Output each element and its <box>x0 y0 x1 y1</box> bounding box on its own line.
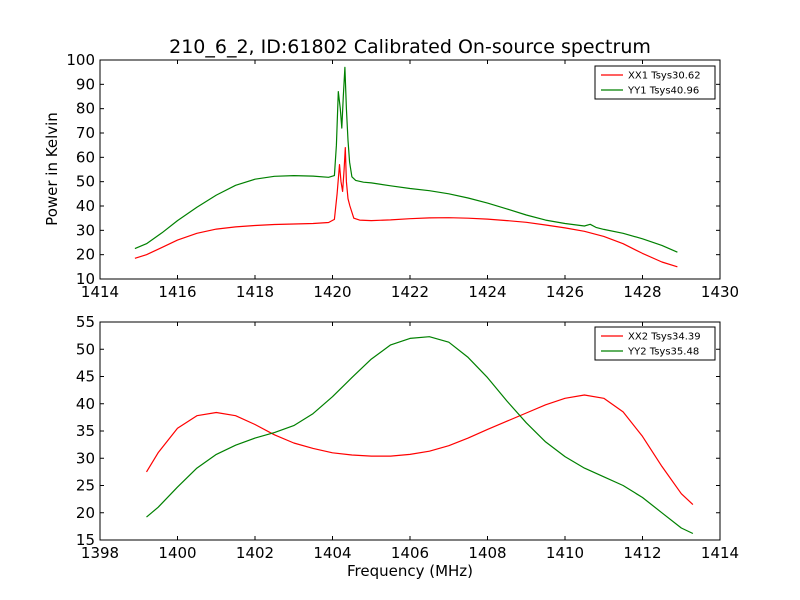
x-axis-label: Frequency (MHz) <box>347 562 473 580</box>
legend-box <box>594 65 716 100</box>
x-tick-label: 1424 <box>468 283 506 301</box>
y-tick-label: 10 <box>76 270 95 288</box>
legend: XX1 Tsys30.62 YY1 Tsys40.96 <box>594 65 716 100</box>
figure-title: 210_6_2, ID:61802 Calibrated On-source s… <box>169 36 651 58</box>
y-tick-label: 30 <box>76 221 95 239</box>
series-line-yy <box>134 66 678 253</box>
x-tick-label: 1430 <box>701 283 739 301</box>
y-tick-label: 60 <box>76 148 95 166</box>
y-tick-label: 90 <box>76 75 95 93</box>
x-tick-label: 1406 <box>391 544 429 562</box>
series-line-yy <box>146 336 694 535</box>
top-panel: 1414 1416 1418 1420 1422 1424 1426 1428 1430 10 20… <box>66 51 739 301</box>
y-tick-label: 35 <box>76 422 95 440</box>
y-tick-label: 55 <box>76 313 95 331</box>
bottom-panel: 1398 1400 1402 1404 1406 1408 1410 1412 1414 15 20… <box>76 313 739 562</box>
x-tick-label: 1414 <box>701 544 739 562</box>
y-tick-label: 40 <box>76 197 95 215</box>
x-tick-label: 1414 <box>81 283 119 301</box>
x-tick-label: 1428 <box>623 283 661 301</box>
x-tick-label: 1426 <box>546 283 584 301</box>
y-tick-label: 50 <box>76 340 95 358</box>
series-line-xx <box>134 147 678 268</box>
x-tick-label: 1422 <box>391 283 429 301</box>
legend-label: XX2 Tsys34.39 <box>628 332 701 343</box>
series-line-xx <box>145 394 694 506</box>
y-tick-label: 15 <box>76 531 95 549</box>
legend-box <box>594 326 716 361</box>
y-tick-label: 20 <box>76 246 95 264</box>
y-tick-label: 25 <box>76 477 95 495</box>
x-tick-label: 1402 <box>236 544 274 562</box>
x-tick-label: 1420 <box>313 283 351 301</box>
legend-label: YY1 Tsys40.96 <box>627 86 699 97</box>
legend: XX2 Tsys34.39 YY2 Tsys35.48 <box>594 326 716 361</box>
legend-label: XX1 Tsys30.62 <box>628 71 701 82</box>
y-tick-label: 80 <box>76 100 95 118</box>
x-tick-label: 1398 <box>81 544 119 562</box>
x-tick-label: 1410 <box>546 544 584 562</box>
x-tick-label: 1418 <box>236 283 274 301</box>
y-tick-label: 30 <box>76 449 95 467</box>
y-tick-label: 40 <box>76 395 95 413</box>
x-tick-label: 1404 <box>313 544 351 562</box>
x-tick-label: 1412 <box>623 544 661 562</box>
x-tick-label: 1416 <box>158 283 196 301</box>
y-tick-label: 20 <box>76 504 95 522</box>
y-tick-label: 45 <box>76 368 95 386</box>
legend-label: YY2 Tsys35.48 <box>627 347 699 358</box>
y-tick-label: 50 <box>76 173 95 191</box>
x-tick-label: 1408 <box>468 544 506 562</box>
y-axis-label: Power in Kelvin <box>43 112 61 226</box>
y-tick-label: 100 <box>66 51 95 69</box>
y-tick-label: 70 <box>76 124 95 142</box>
x-tick-label: 1400 <box>158 544 196 562</box>
